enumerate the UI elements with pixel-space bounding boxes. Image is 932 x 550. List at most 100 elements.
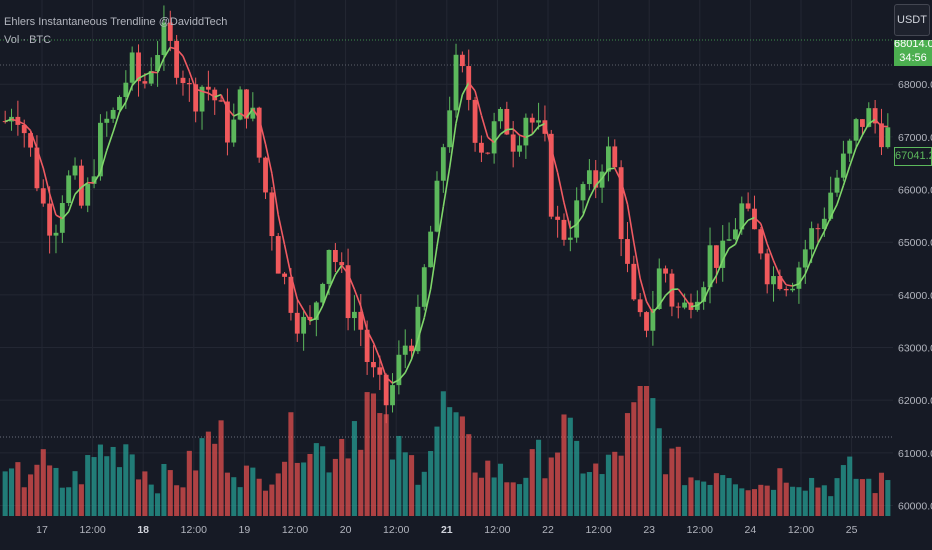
volume-bar [275, 473, 281, 516]
trendline-segment [226, 107, 235, 117]
volume-bar [301, 462, 307, 516]
trendline-segment [588, 185, 597, 199]
volume-bar [91, 457, 97, 516]
volume-bar [510, 482, 516, 516]
volume-bar [434, 426, 440, 516]
volume-bar [212, 443, 218, 516]
volume-bar [694, 480, 700, 516]
volume-bar [34, 464, 40, 516]
candle-body [504, 108, 510, 135]
trendline-segment [220, 94, 229, 109]
volume-bar [351, 421, 357, 516]
candle-body [656, 268, 662, 309]
volume-bar [396, 435, 402, 516]
candle-body [644, 312, 649, 331]
price-axis: 68000.0 67000.0 66000.0 65000.0 64000.0 63000… [898, 79, 932, 512]
candle-body [364, 329, 370, 362]
candle-body [447, 110, 453, 148]
trendline-segment [11, 118, 19, 122]
volume-bar [15, 462, 21, 516]
candle-body [599, 171, 605, 188]
trendline-segment [131, 77, 140, 87]
candle-body [371, 361, 376, 368]
volume-bar [269, 484, 275, 516]
trendline-segment [448, 123, 457, 168]
candle-body [580, 184, 586, 201]
volume-bar [878, 472, 885, 516]
trendline-segment [429, 246, 438, 290]
candle-body [205, 86, 211, 90]
volume-bar [2, 471, 8, 516]
candle-body [675, 306, 681, 308]
candle-body [174, 40, 180, 78]
trendline-segment [4, 118, 12, 123]
volume-bar [536, 439, 542, 516]
candle-body [28, 133, 33, 148]
candle-body [523, 117, 529, 146]
trendline-segment [163, 46, 171, 59]
volume-bar [288, 412, 294, 516]
candle-body [885, 127, 891, 148]
candle-body [167, 22, 173, 41]
candle-body [307, 316, 313, 320]
candle-body [53, 232, 59, 236]
trendline-segment [823, 216, 832, 232]
trendline-segment [195, 88, 203, 93]
trendline-segment [36, 148, 45, 169]
currency-button[interactable]: USDT [894, 4, 930, 36]
time-tick-label: 12:00 [282, 524, 308, 536]
candle-body [790, 288, 795, 291]
volume-bar [345, 458, 351, 516]
volume-bar [504, 482, 510, 516]
volume-bar [186, 450, 192, 516]
volume-bar [440, 391, 446, 516]
trendline-segment [874, 118, 883, 127]
candle-body [244, 89, 249, 119]
trendline-segment [525, 133, 533, 139]
volume-bar [224, 472, 230, 516]
volume-bar [402, 452, 408, 516]
currency-label: USDT [897, 14, 927, 26]
volume-bar [428, 451, 434, 516]
indicator-title[interactable]: Ehlers Instantaneous Trendline @DaviddTe… [4, 16, 228, 28]
volume-bar [491, 477, 497, 516]
volume-bar [739, 488, 745, 516]
volume-bar [802, 490, 808, 516]
trendline-segment [455, 94, 464, 124]
trendline-segment [252, 108, 260, 119]
volume-bar [72, 471, 78, 516]
price-tick-label: 63000.0 [898, 343, 932, 355]
volume-bar [815, 487, 821, 516]
trendline-segment [138, 74, 146, 80]
trendline-segment [74, 186, 82, 195]
volume-bar [745, 490, 751, 516]
time-tick-label: 20 [340, 524, 352, 536]
trendline-segment [347, 273, 356, 290]
volume-bar [243, 465, 250, 516]
volume-bar [142, 471, 148, 516]
candle-body [612, 146, 618, 168]
candle-body [485, 152, 491, 154]
volume-bar [821, 485, 827, 516]
volume-bar [580, 473, 586, 516]
candle-body [294, 312, 300, 334]
trendline-segment [665, 288, 673, 297]
volume-bar [707, 484, 713, 516]
volume-bar [561, 414, 567, 516]
live-price-badge: 68014.0 [894, 40, 932, 50]
volume-label[interactable]: Vol · BTC [4, 34, 52, 46]
trendline-segment [652, 304, 660, 314]
candle-body [161, 22, 167, 56]
volume-bar [828, 496, 834, 516]
trendline-segment [766, 243, 775, 262]
candle-body [193, 84, 199, 112]
volume-bar [529, 449, 535, 516]
candle-body [269, 192, 275, 237]
volume-bar [218, 420, 224, 516]
volume-bar [307, 453, 313, 516]
volume-bar [358, 449, 364, 516]
trendline-segment [271, 173, 280, 216]
candle-body [517, 145, 522, 152]
candle-body [40, 188, 46, 204]
time-tick-label: 12:00 [687, 524, 713, 536]
